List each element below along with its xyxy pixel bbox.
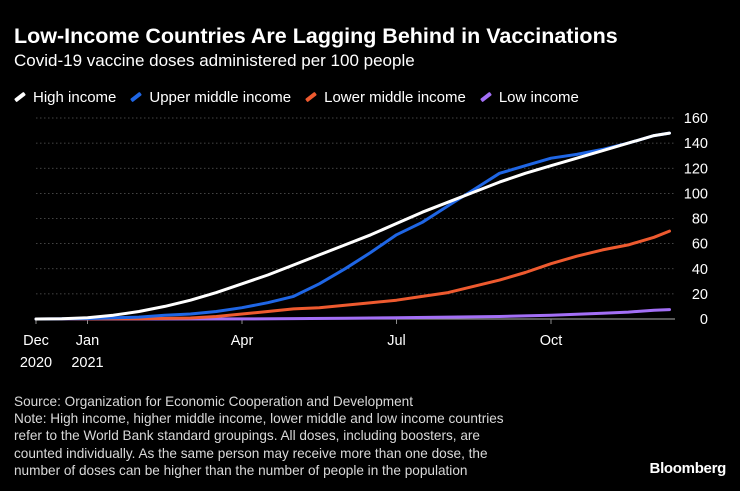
legend: High income Upper middle income Lower mi…	[14, 87, 593, 107]
legend-item-lower-middle-income: Lower middle income	[305, 89, 466, 106]
chart-title: Low-Income Countries Are Lagging Behind …	[14, 24, 618, 48]
legend-item-low-income: Low income	[479, 88, 579, 106]
series-line-lower-middle-income	[34, 229, 671, 321]
legend-label-upper-middle-income: Upper middle income	[149, 88, 292, 106]
legend-label-lower-middle-income: Lower middle income	[324, 88, 466, 106]
footer: Source: Organization for Economic Cooper…	[14, 393, 634, 479]
note-line-4: number of doses can be higher than the n…	[14, 462, 468, 478]
bloomberg-logo: Bloomberg	[649, 460, 727, 477]
y-axis-ticks: 0 20 40 60 80 100 120 140 160	[684, 111, 708, 328]
series-line-upper-middle-income	[34, 131, 671, 321]
series-line-low-income	[34, 308, 671, 321]
x-tick-label-0: Dec	[23, 333, 49, 349]
y-tick-label-140: 140	[684, 136, 708, 152]
y-tick-label-120: 120	[684, 161, 708, 177]
y-tick-label-20: 20	[692, 287, 708, 303]
y-tick-label-80: 80	[692, 212, 708, 228]
x-axis-ticks: Dec 2020 Jan 2021 Apr Jul Oct	[20, 319, 562, 371]
note-line-3: counted individually. As the same person…	[14, 445, 488, 461]
x-tick-label-2: Apr	[231, 333, 254, 349]
x-tick-label-1: Jan	[76, 333, 99, 349]
legend-item-high-income: High income	[14, 89, 116, 106]
note-line-2: refer to the World Bank standard groupin…	[14, 428, 480, 444]
y-tick-label-40: 40	[692, 262, 708, 278]
x-tick-sublabel-0: 2020	[20, 355, 52, 371]
x-tick-label-3: Jul	[387, 333, 406, 349]
legend-label-high-income: High income	[33, 88, 117, 106]
y-tick-label-100: 100	[684, 186, 708, 202]
legend-item-upper-middle-income: Upper middle income	[130, 89, 291, 106]
gridlines	[36, 117, 675, 320]
legend-label-low-income: Low income	[498, 88, 579, 106]
y-tick-label-60: 60	[692, 237, 708, 253]
series-line-high-income	[34, 131, 671, 321]
source-text: Source: Organization for Economic Cooper…	[14, 394, 413, 409]
y-tick-label-160: 160	[684, 111, 708, 127]
chart-subtitle: Covid-19 vaccine doses administered per …	[14, 51, 415, 70]
x-tick-sublabel-1: 2021	[71, 355, 103, 371]
y-tick-label-0: 0	[700, 312, 708, 328]
series-lines	[34, 131, 671, 321]
x-tick-label-4: Oct	[540, 333, 563, 349]
note-line-1: Note: High income, higher middle income,…	[14, 411, 504, 427]
